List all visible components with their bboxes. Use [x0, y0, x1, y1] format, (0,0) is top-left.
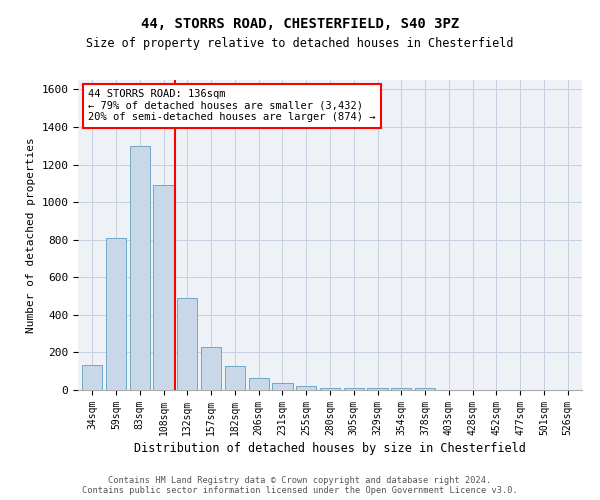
Bar — [415, 388, 435, 390]
Bar — [296, 386, 316, 390]
Bar — [248, 378, 269, 390]
Bar — [344, 388, 364, 390]
Bar — [177, 298, 197, 390]
Y-axis label: Number of detached properties: Number of detached properties — [26, 137, 36, 333]
Bar — [106, 238, 126, 390]
Bar — [130, 146, 150, 390]
X-axis label: Distribution of detached houses by size in Chesterfield: Distribution of detached houses by size … — [134, 442, 526, 455]
Bar — [320, 388, 340, 390]
Bar — [272, 384, 293, 390]
Text: Contains HM Land Registry data © Crown copyright and database right 2024.
Contai: Contains HM Land Registry data © Crown c… — [82, 476, 518, 495]
Text: Size of property relative to detached houses in Chesterfield: Size of property relative to detached ho… — [86, 38, 514, 51]
Text: 44, STORRS ROAD, CHESTERFIELD, S40 3PZ: 44, STORRS ROAD, CHESTERFIELD, S40 3PZ — [141, 18, 459, 32]
Text: 44 STORRS ROAD: 136sqm
← 79% of detached houses are smaller (3,432)
20% of semi-: 44 STORRS ROAD: 136sqm ← 79% of detached… — [88, 90, 376, 122]
Bar — [225, 366, 245, 390]
Bar — [201, 347, 221, 390]
Bar — [391, 388, 412, 390]
Bar — [82, 364, 103, 390]
Bar — [367, 388, 388, 390]
Bar — [154, 185, 173, 390]
